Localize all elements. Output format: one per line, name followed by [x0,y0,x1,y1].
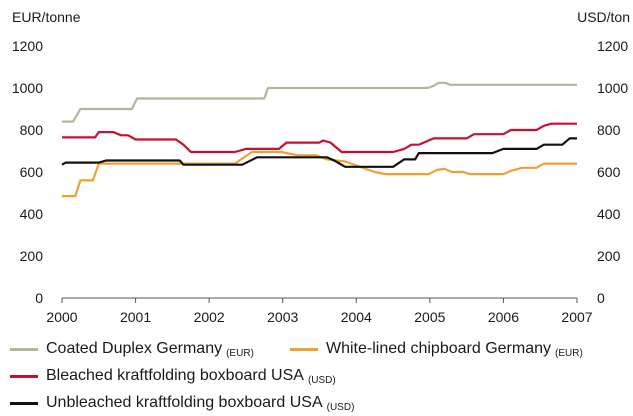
y-tick-label-right: 1200 [597,38,628,54]
left-axis-unit-label: EUR/tonne [12,9,81,25]
series-lines [61,81,577,198]
y-tick-label-left: 1000 [12,80,43,96]
y-tick-label-left: 1200 [12,38,43,54]
y-tick-label-right: 400 [597,206,621,222]
x-tick-label: 2002 [194,309,225,325]
series-line-0 [62,81,577,123]
y-tick-label-left: 0 [35,290,43,306]
right-axis-unit-label: USD/ton [577,9,630,25]
series-line-1 [62,150,577,198]
series-line-2 [62,122,577,154]
x-tick-label: 2006 [488,309,519,325]
y-tick-label-right: 600 [597,164,621,180]
y-tick-label-right: 200 [597,248,621,264]
x-tick-label: 2007 [561,309,592,325]
x-tick-label: 2005 [414,309,445,325]
y-tick-label-left: 600 [20,164,44,180]
y-tick-label-left: 200 [20,248,44,264]
y-tick-label-right: 0 [597,290,605,306]
y-tick-label-right: 1000 [597,80,628,96]
x-tick-label: 2003 [267,309,298,325]
x-tick-label: 2004 [341,309,372,325]
y-tick-label-left: 800 [20,122,44,138]
x-tick-label: 2000 [46,309,77,325]
x-tick-label: 2001 [120,309,151,325]
y-tick-label-left: 400 [20,206,44,222]
series-line-3 [61,137,577,168]
y-tick-label-right: 800 [597,122,621,138]
axes: 0 0 200 200 400 400 600 600 800 800 1000 1000 1200 12… [12,38,629,325]
